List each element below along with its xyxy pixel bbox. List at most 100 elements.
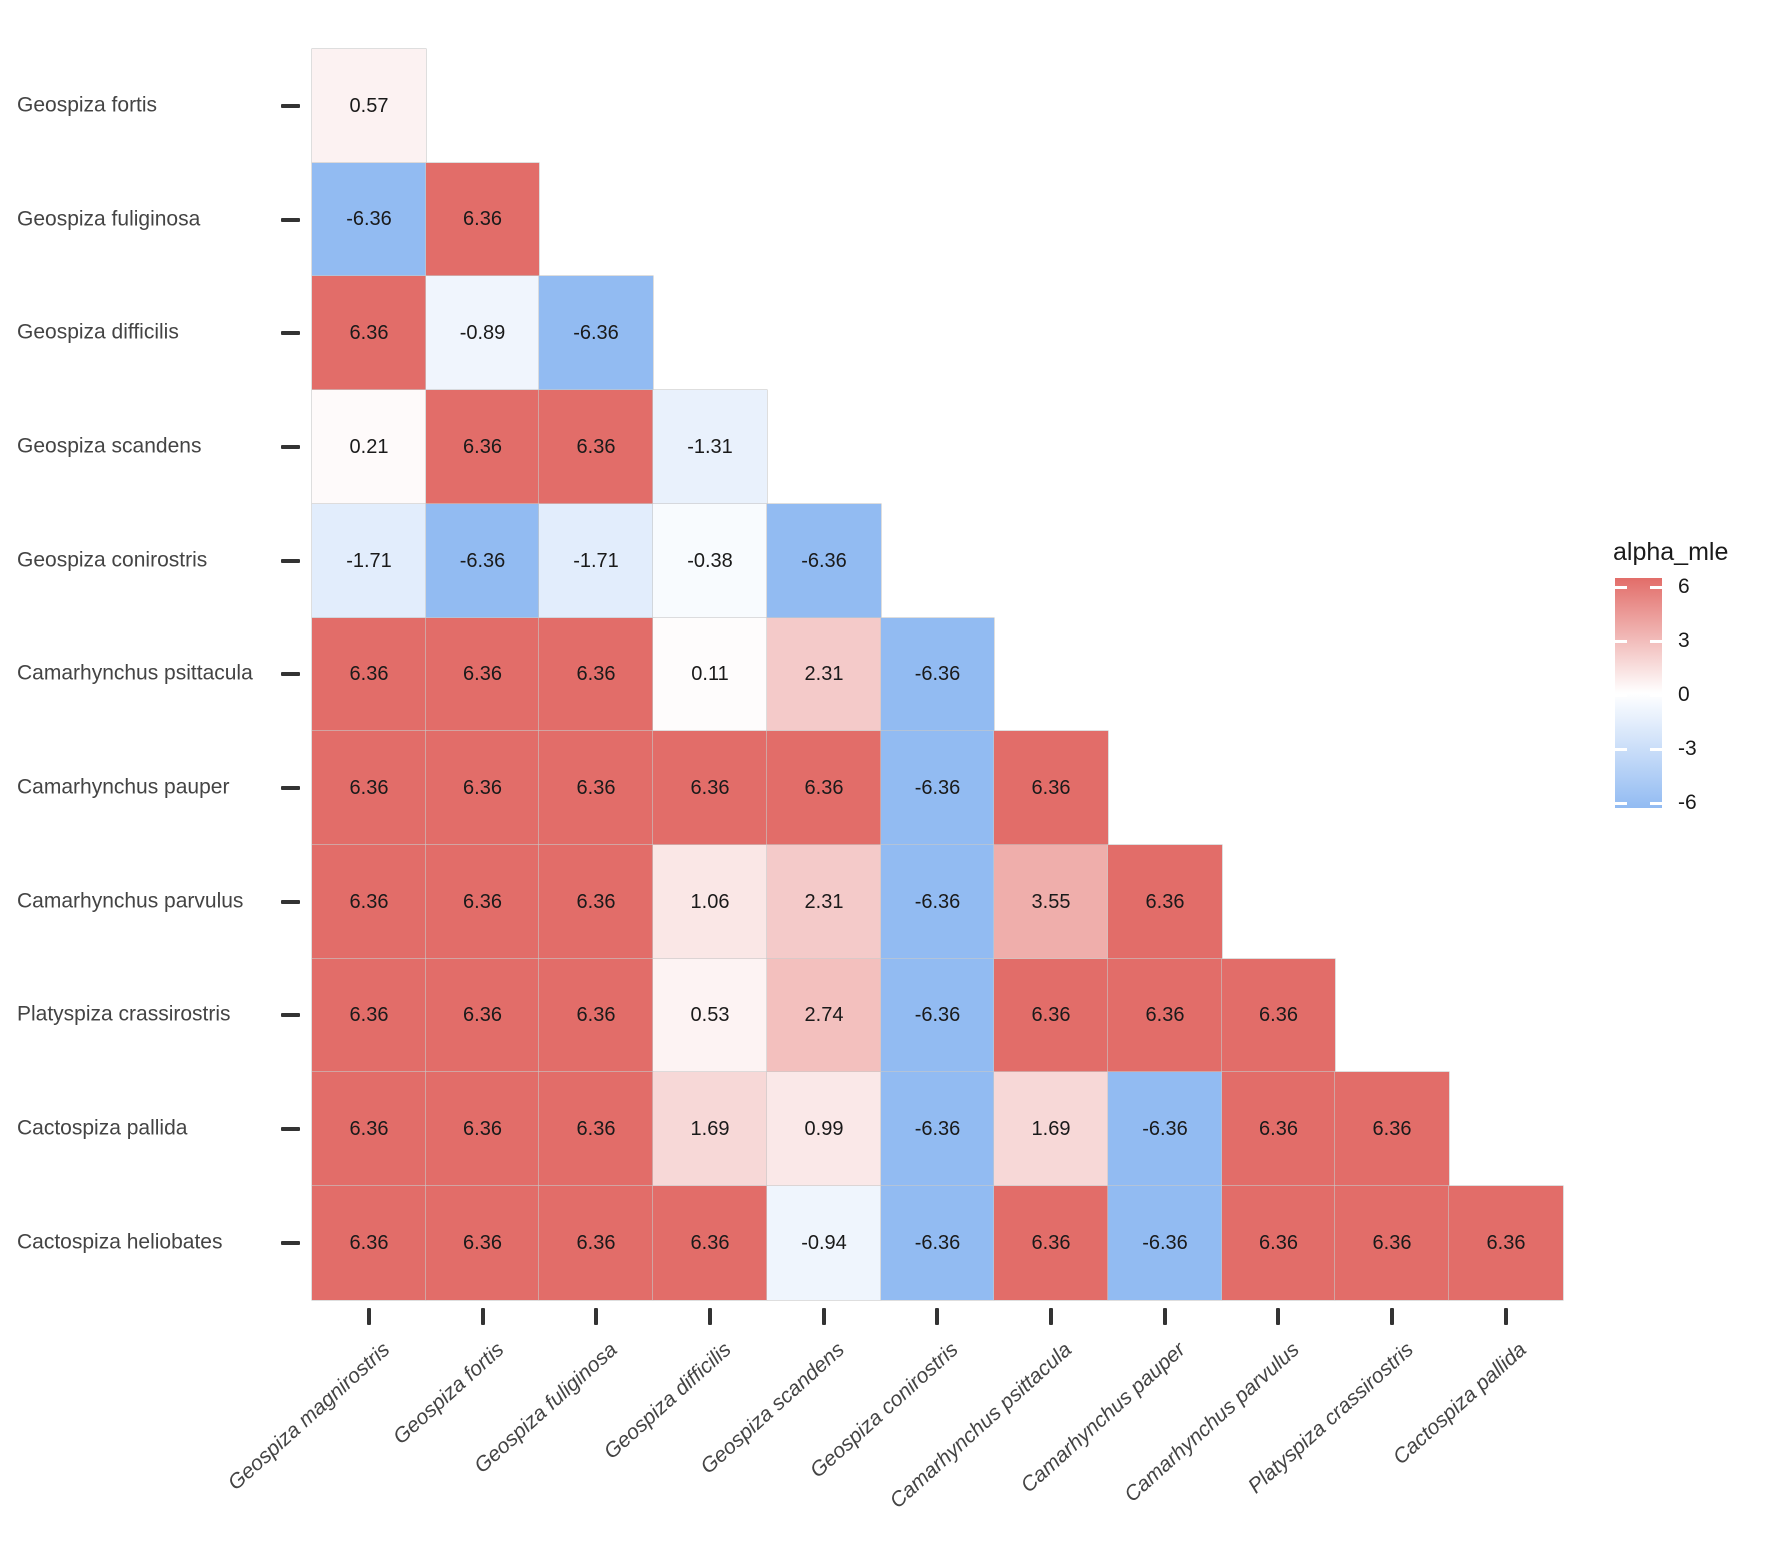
heatmap-cell: -6.36 [767,504,881,618]
legend-tick-label: -3 [1678,737,1697,760]
legend-tick-mark [1650,639,1662,643]
heatmap-cell: 6.36 [539,390,653,504]
heatmap-cell: 6.36 [1449,1186,1563,1300]
legend-tick-mark [1650,693,1662,697]
legend-tick-mark [1615,693,1627,697]
y-axis-tick [281,558,300,563]
heatmap-cell: 0.53 [653,959,767,1072]
y-axis-tick [281,1013,300,1018]
y-axis-tick [281,103,300,108]
x-axis-tick [821,1308,826,1325]
heatmap-cell: 6.36 [994,1186,1108,1300]
legend-tick-mark [1615,801,1627,805]
heatmap-cell: -6.36 [881,845,994,959]
heatmap-cell: 6.36 [1335,1186,1449,1300]
heatmap-cell: 6.36 [426,163,539,276]
heatmap-cell: 2.31 [767,618,881,731]
heatmap-cell: 0.99 [767,1072,881,1186]
x-axis-tick [935,1308,940,1325]
legend-colorbar [1615,578,1662,808]
x-axis-tick [594,1308,599,1325]
heatmap-cell: 6.36 [312,276,426,390]
row-label: Geospiza fortis [17,93,158,117]
heatmap-cell: 1.06 [653,845,767,959]
x-axis-tick [366,1308,371,1325]
heatmap-cell: 6.36 [767,731,881,845]
heatmap-cell: 6.36 [312,1072,426,1186]
x-axis-tick [1276,1308,1281,1325]
heatmap-cell: 6.36 [1108,959,1222,1072]
row-label: Geospiza conirostris [17,548,208,572]
heatmap-cell: -6.36 [1108,1186,1222,1300]
heatmap-cell: 6.36 [539,731,653,845]
heatmap-cell: -0.94 [767,1186,881,1300]
legend-tick-label: -6 [1678,791,1697,814]
x-axis-tick [1162,1308,1167,1325]
heatmap-cell: 6.36 [539,1186,653,1300]
heatmap-cell: 2.31 [767,845,881,959]
heatmap-cell: -1.71 [539,504,653,618]
y-axis-tick [281,1240,300,1245]
heatmap-cell: -6.36 [881,618,994,731]
legend-tick-label: 0 [1678,683,1690,706]
y-axis-tick [281,217,300,222]
heatmap-cell: 6.36 [1222,1072,1335,1186]
heatmap-cell: 0.57 [312,49,426,163]
heatmap-cell: 6.36 [994,731,1108,845]
heatmap-cell: 6.36 [426,731,539,845]
heatmap-cell: -6.36 [1108,1072,1222,1186]
col-label: Camarhynchus psittacula [885,1338,1077,1513]
heatmap-cell: 6.36 [312,618,426,731]
heatmap-cell: 6.36 [312,731,426,845]
heatmap-cell: 6.36 [539,959,653,1072]
legend-tick-mark [1615,639,1627,643]
col-label: Geospiza fortis [388,1338,508,1449]
heatmap-cell: 6.36 [312,1186,426,1300]
heatmap-cell: -0.89 [426,276,539,390]
heatmap-cell: 6.36 [312,959,426,1072]
heatmap-cell: 6.36 [426,959,539,1072]
row-label: Platyspiza crassirostris [17,1002,231,1026]
heatmap-cell: 6.36 [994,959,1108,1072]
y-axis-tick [281,786,300,791]
heatmap-cell: 6.36 [539,845,653,959]
x-axis-tick [1049,1308,1054,1325]
heatmap-cell: 6.36 [653,1186,767,1300]
heatmap-cell: -6.36 [881,959,994,1072]
heatmap-cell: 6.36 [539,618,653,731]
heatmap-cell: 1.69 [653,1072,767,1186]
legend-tick-mark [1650,585,1662,589]
heatmap-cell: -6.36 [881,731,994,845]
x-axis-tick [1390,1308,1395,1325]
heatmap-cell: -6.36 [539,276,653,390]
heatmap-cell: -1.31 [653,390,767,504]
row-label: Camarhynchus psittacula [17,661,253,685]
heatmap-cell: 6.36 [1335,1072,1449,1186]
heatmap-cell: -6.36 [426,504,539,618]
heatmap-cell: 6.36 [426,618,539,731]
legend-tick-mark [1615,585,1627,589]
legend-tick-label: 3 [1678,629,1690,652]
legend-tick-mark [1650,801,1662,805]
heatmap-cell: 6.36 [426,1072,539,1186]
heatmap-cell: 6.36 [1222,959,1335,1072]
heatmap-cell: 6.36 [1108,845,1222,959]
x-axis-tick [1503,1308,1508,1325]
legend-tick-label: 6 [1678,575,1690,598]
legend-tick-mark [1650,747,1662,751]
y-axis-tick [281,899,300,904]
heatmap-cell: 6.36 [1222,1186,1335,1300]
x-axis-tick [480,1308,485,1325]
row-label: Cactospiza pallida [17,1116,188,1140]
legend-title: alpha_mle [1613,538,1729,566]
y-axis-tick [281,444,300,449]
y-axis-tick [281,331,300,336]
row-label: Geospiza scandens [17,434,202,458]
x-axis-tick [707,1308,712,1325]
y-axis-tick [281,672,300,677]
heatmap-cell: 0.21 [312,390,426,504]
heatmap-cell: 6.36 [539,1072,653,1186]
legend-tick-mark [1615,747,1627,751]
heatmap-cell: -1.71 [312,504,426,618]
